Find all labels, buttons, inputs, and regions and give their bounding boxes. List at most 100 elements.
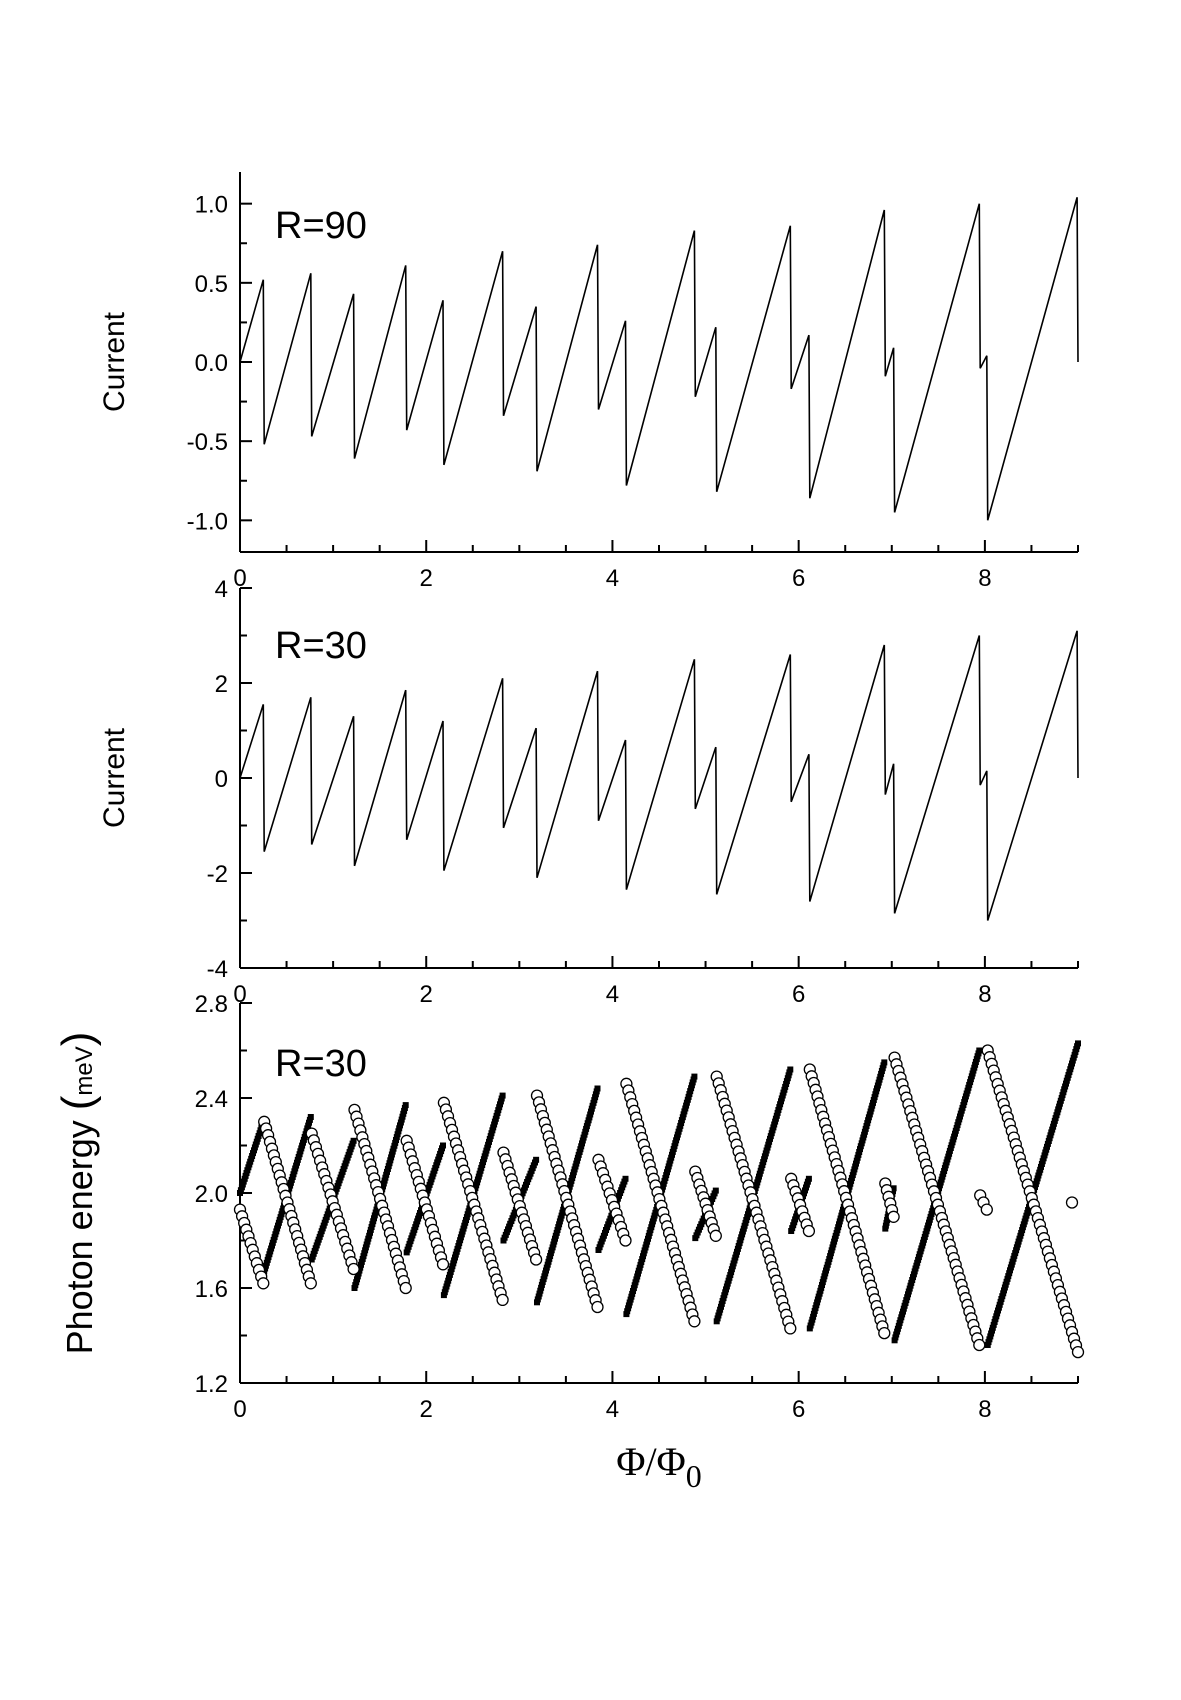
y-tick-label: -0.5 (187, 429, 228, 456)
square-point (622, 1175, 629, 1182)
square-point (787, 1066, 794, 1073)
circle-point (1065, 1196, 1079, 1209)
panel-1: 0 2 4 6 8 -1.0 -0.5 0.0 0.5 1.0 R=90 Current (98, 172, 1079, 592)
circle-series-segment (879, 1177, 900, 1223)
circle-point (347, 1262, 360, 1276)
y-tick-label: 2.4 (195, 1086, 228, 1113)
circle-point (688, 1315, 701, 1328)
circle-point (529, 1253, 543, 1266)
y-tick-label: -4 (207, 956, 228, 983)
x-axis-label: Φ/Φ0 (616, 1439, 702, 1494)
square-point (1075, 1040, 1081, 1047)
square-point (890, 1185, 897, 1192)
x-tick-label: 2 (420, 981, 433, 1008)
circle-point (304, 1277, 317, 1290)
square-point (976, 1047, 983, 1054)
circle-series-segment (348, 1103, 412, 1295)
circle-series-segment (233, 1203, 270, 1290)
circle-series-segment (710, 1070, 797, 1335)
y-tick-label: 2.0 (195, 1181, 228, 1208)
circle-point (257, 1277, 270, 1290)
x-tick-label: 0 (233, 565, 246, 592)
y-tick-label: 1.2 (195, 1371, 228, 1398)
x-tick-label: 4 (606, 565, 619, 592)
square-series-segment (891, 1047, 983, 1344)
y-tick-label: 0 (215, 766, 228, 793)
x-tick-label: 2 (420, 1396, 433, 1423)
circle-series-segment (689, 1165, 722, 1242)
circle-point (399, 1281, 412, 1295)
y-tick-label: 0.0 (195, 350, 228, 377)
x-tick-label: 4 (606, 981, 619, 1008)
circle-series-segment (592, 1153, 632, 1247)
circle-series-segment (888, 1051, 986, 1352)
circle-series-segment (974, 1189, 993, 1216)
x-tick-label: 8 (978, 981, 991, 1008)
x-tick-label: 4 (606, 1396, 619, 1423)
square-point (499, 1092, 506, 1099)
circle-series-segment (785, 1172, 816, 1238)
circle-point (1071, 1345, 1085, 1359)
circle-series-segment (530, 1089, 604, 1314)
square-point (440, 1142, 446, 1149)
x-tick-label: 2 (420, 565, 433, 592)
square-point (402, 1102, 409, 1109)
circle-point (709, 1229, 722, 1242)
series-line-1 (239, 630, 1079, 921)
series-line-1 (239, 197, 1079, 521)
y-axis-label: Current (98, 311, 131, 412)
y-tick-label: 0.5 (195, 271, 228, 298)
y-tick-label: 4 (215, 576, 228, 603)
x-tick-label: 6 (792, 981, 805, 1008)
circle-point (887, 1210, 900, 1223)
square-point (712, 1187, 719, 1194)
circle-point (591, 1300, 604, 1314)
x-tick-label: 8 (978, 1396, 991, 1423)
circle-series-segment (437, 1096, 509, 1307)
square-point (805, 1175, 812, 1182)
panel-annotation: R=30 (275, 625, 367, 667)
circle-point (496, 1293, 509, 1307)
y-tick-label: -2 (207, 861, 228, 888)
y-tick-label: 1.0 (195, 192, 228, 219)
y-tick-label: -1.0 (187, 508, 228, 535)
square-series-segment (713, 1066, 794, 1325)
circle-series-segment (497, 1146, 543, 1266)
square-point (350, 1137, 357, 1144)
panel-annotation: R=90 (275, 205, 367, 247)
circle-series-segment (981, 1044, 1085, 1359)
circle-point (802, 1224, 816, 1238)
circle-series-segment (305, 1127, 360, 1276)
square-point (307, 1114, 314, 1120)
y-axis-label: Photon energy (meV) (53, 1032, 102, 1355)
y-axis-label: Current (98, 727, 131, 828)
square-point (594, 1085, 601, 1092)
x-tick-label: 6 (792, 565, 805, 592)
circle-point (973, 1338, 986, 1352)
circle-point (980, 1203, 993, 1216)
x-tick-label: 8 (978, 565, 991, 592)
circle-point (878, 1326, 891, 1340)
x-tick-label: 6 (792, 1396, 805, 1423)
panel-annotation: R=30 (275, 1043, 367, 1085)
y-tick-label: 1.6 (195, 1276, 228, 1303)
square-point (533, 1156, 540, 1163)
circle-series-segment (620, 1077, 701, 1328)
x-tick-label: 0 (233, 1396, 246, 1423)
circle-point (619, 1234, 632, 1247)
square-series-segment (984, 1040, 1081, 1348)
square-point (691, 1073, 698, 1080)
x-tick-label: 0 (233, 981, 246, 1008)
circle-series-segment (803, 1063, 891, 1340)
y-tick-label: 2.8 (195, 991, 228, 1018)
square-point (881, 1059, 888, 1066)
circle-point (784, 1322, 797, 1335)
circle-series-segment (258, 1115, 317, 1290)
y-tick-label: 2 (215, 671, 228, 698)
panel-2: 0 2 4 6 8 -4 -2 0 2 4 R=30 Current (98, 576, 1079, 1008)
circle-point (436, 1258, 450, 1271)
panel-3: 0 2 4 6 8 1.2 1.6 2.0 2.4 2.8 R=30 Photon energy (m… (53, 991, 1085, 1494)
circle-series-segment (400, 1134, 450, 1271)
